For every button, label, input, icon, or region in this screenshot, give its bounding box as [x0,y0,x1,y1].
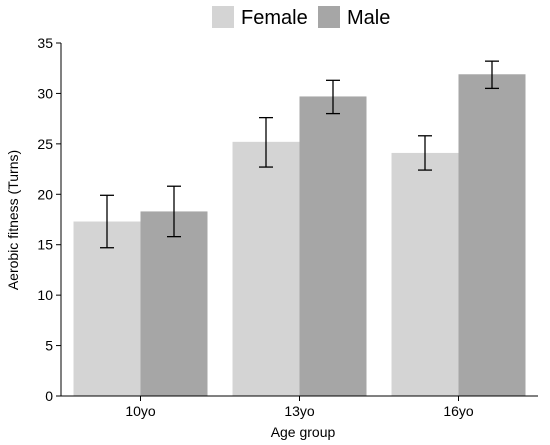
y-tick-label: 25 [37,136,53,152]
bar-male-13yo [299,96,367,396]
y-tick-label: 10 [37,287,53,303]
bar-female-13yo [232,141,300,396]
y-axis-label: Aerobic fitness (Turns) [5,150,21,290]
legend-swatch-male [318,6,340,28]
x-tick-label: 13yo [284,403,315,419]
bar-male-16yo [458,74,526,396]
x-tick-label: 10yo [125,403,156,419]
legend: Female Male [212,6,390,29]
x-ticks: 10yo 13yo 16yo [125,396,474,419]
legend-label-female: Female [241,7,308,29]
legend-swatch-female [212,6,234,28]
y-tick-label: 5 [45,338,53,354]
bar-male-10yo [140,211,208,396]
y-tick-label: 30 [37,85,53,101]
y-tick-label: 0 [45,388,53,404]
bar-female-16yo [391,152,459,396]
x-axis-label: Age group [271,424,336,440]
y-tick-label: 35 [37,35,53,51]
y-tick-label: 15 [37,237,53,253]
error-bars [100,60,499,249]
y-tick-label: 20 [37,186,53,202]
x-tick-label: 16yo [443,403,474,419]
legend-label-male: Male [347,7,390,29]
y-ticks: 0 5 10 15 20 25 30 35 [37,35,61,404]
bar-female-10yo [73,221,141,396]
bars [73,74,526,396]
